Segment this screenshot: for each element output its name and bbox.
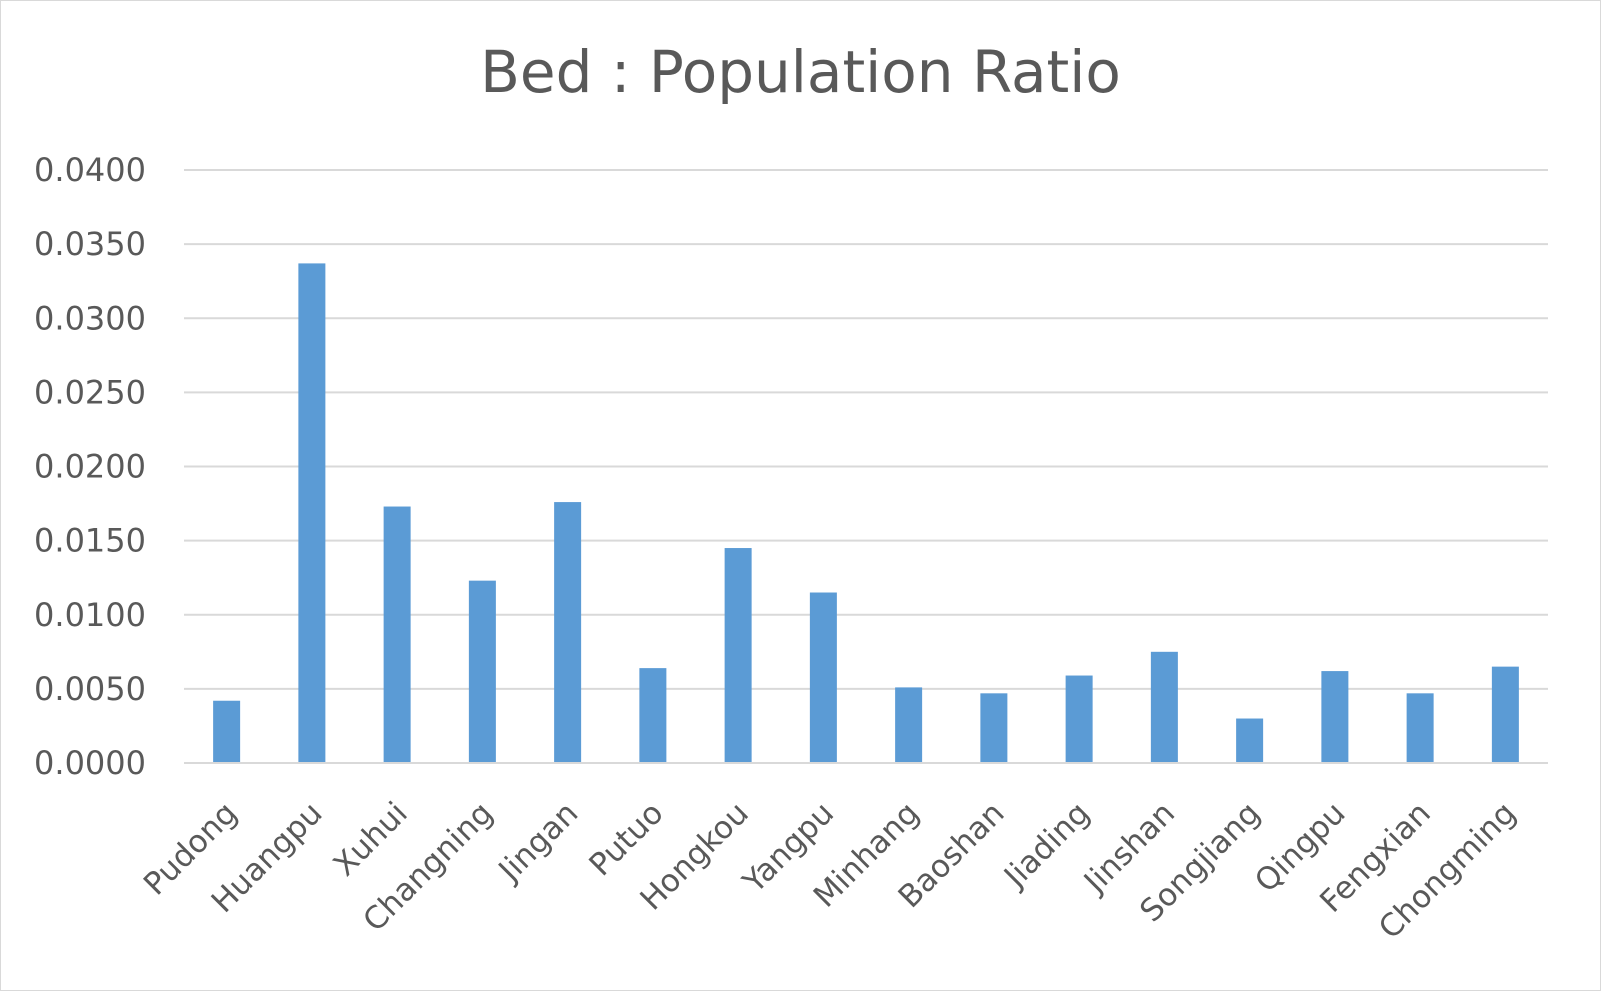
bar-minhang — [895, 687, 923, 763]
bar-chongming — [1491, 666, 1519, 763]
x-tick-label: Jiading — [996, 795, 1097, 896]
y-tick-label: 0.0300 — [34, 299, 146, 337]
bar-changning — [468, 580, 496, 763]
y-tick-label: 0.0200 — [34, 448, 146, 486]
y-tick-label: 0.0100 — [34, 596, 146, 634]
bar-hongkou — [724, 548, 752, 763]
x-tick-label: Jingan — [491, 795, 586, 890]
y-tick-label: 0.0400 — [34, 151, 146, 189]
bar-xuhui — [383, 506, 411, 763]
gridlines — [184, 169, 1548, 690]
y-tick-label: 0.0000 — [34, 744, 146, 782]
y-tick-label: 0.0250 — [34, 373, 146, 411]
chart-title: Bed : Population Ratio — [480, 38, 1121, 106]
y-axis-tick-labels: 0.0000 0.0050 0.0100 0.0150 0.0200 0.0250 0.03… — [34, 151, 146, 782]
x-axis-category-labels: PudongHuangpuXuhuiChangningJinganPutuoHo… — [137, 795, 1523, 946]
bar-songjiang — [1236, 718, 1264, 763]
y-tick-label: 0.0150 — [34, 522, 146, 560]
bar-jinshan — [1150, 651, 1178, 763]
bar-putuo — [639, 668, 667, 763]
bars — [213, 263, 1519, 763]
bar-baoshan — [980, 693, 1008, 763]
y-tick-label: 0.0050 — [34, 670, 146, 708]
bar-fengxian — [1406, 693, 1434, 763]
bar-pudong — [213, 700, 241, 763]
bar-qingpu — [1321, 671, 1349, 763]
bar-huangpu — [298, 263, 326, 763]
bar-yangpu — [809, 592, 837, 763]
bar-jiading — [1065, 675, 1093, 763]
bar-jingan — [554, 502, 582, 763]
y-tick-label: 0.0350 — [34, 225, 146, 263]
